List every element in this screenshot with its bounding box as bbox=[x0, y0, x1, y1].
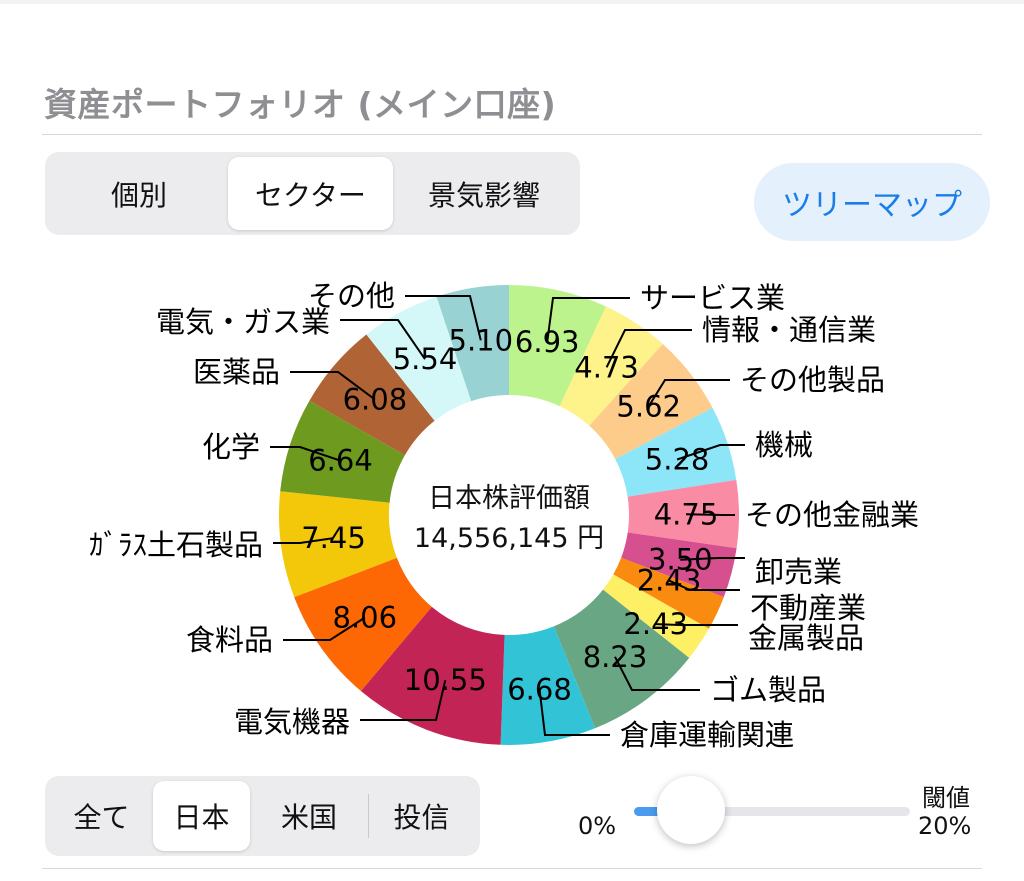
slice-6[interactable] bbox=[613, 557, 724, 629]
treemap-button[interactable]: ツリーマップ bbox=[754, 163, 990, 241]
leader-line-14 bbox=[290, 371, 376, 401]
view-segmented-control: 個別 セクター 景気影響 bbox=[45, 152, 580, 235]
leader-line-15 bbox=[340, 319, 426, 360]
slider-fill bbox=[634, 807, 672, 816]
threshold-slider-group: 0% 閾値 20% bbox=[578, 776, 988, 866]
slice-name-label: 不動産業 bbox=[750, 591, 866, 625]
leader-line-12 bbox=[273, 537, 334, 544]
slice-name-label: 化学 bbox=[202, 430, 260, 464]
slice-value-label: 7.45 bbox=[301, 521, 366, 555]
bottom-divider bbox=[42, 868, 982, 869]
segment-separator bbox=[368, 794, 369, 838]
slice-name-label: 卸売業 bbox=[755, 555, 842, 589]
slice-name-label: 電気・ガス業 bbox=[156, 305, 330, 339]
leader-line-0 bbox=[546, 297, 630, 343]
slice-name-label: その他製品 bbox=[740, 363, 885, 397]
leader-line-6 bbox=[668, 579, 740, 591]
slice-14[interactable] bbox=[309, 334, 435, 456]
leader-line-1 bbox=[605, 329, 692, 368]
leader-line-7 bbox=[655, 623, 738, 626]
slice-12[interactable] bbox=[278, 491, 397, 598]
slice-5[interactable] bbox=[621, 532, 737, 598]
slice-15[interactable] bbox=[366, 296, 472, 421]
slice-10[interactable] bbox=[360, 606, 505, 745]
slice-value-label: 5.62 bbox=[616, 389, 681, 423]
tab-individual[interactable]: 個別 bbox=[110, 178, 167, 212]
slice-11[interactable] bbox=[294, 557, 432, 691]
leader-line-10 bbox=[360, 679, 447, 721]
slice-value-label: 6.64 bbox=[308, 444, 373, 478]
slice-9[interactable] bbox=[500, 626, 595, 745]
sector-donut-chart: 6.93 サービス業 4.73 情報・通信業 5.62 その他製品 5.28 機械 4.75 その… bbox=[89, 279, 919, 752]
top-bar bbox=[0, 0, 1024, 4]
slice-name-label: 金属製品 bbox=[748, 621, 864, 655]
slice-name-label: 情報・通信業 bbox=[702, 313, 876, 347]
center-value: 14,556,145 円 bbox=[414, 523, 604, 554]
leader-line-11 bbox=[283, 616, 366, 641]
slice-value-label: 5.10 bbox=[449, 323, 514, 357]
leader-line-8 bbox=[614, 656, 700, 691]
slice-name-label: その他金融業 bbox=[745, 498, 919, 532]
leader-line-2 bbox=[647, 379, 730, 407]
slice-name-label: 倉庫運輸関連 bbox=[620, 718, 794, 752]
slice-name-label: 機械 bbox=[755, 428, 813, 462]
slice-value-label: 6.93 bbox=[515, 325, 580, 359]
leader-line-13 bbox=[270, 446, 341, 462]
tab-us[interactable]: 米国 bbox=[280, 801, 337, 834]
slice-value-label: 6.68 bbox=[507, 672, 572, 706]
slice-16[interactable] bbox=[436, 285, 509, 402]
slice-3[interactable] bbox=[615, 407, 737, 497]
slice-4[interactable] bbox=[627, 479, 740, 549]
slice-value-label: 4.73 bbox=[574, 350, 639, 384]
donut-hole bbox=[403, 409, 615, 621]
tab-economic-impact[interactable]: 景気影響 bbox=[427, 178, 540, 212]
slider-max-label: 20% bbox=[918, 812, 972, 840]
slice-name-label: ｶﾞﾗｽ土石製品 bbox=[89, 528, 263, 562]
slice-8[interactable] bbox=[553, 589, 690, 729]
slider-knob[interactable] bbox=[657, 776, 725, 844]
slice-value-label: 2.43 bbox=[623, 607, 688, 641]
slice-name-label: その他 bbox=[308, 279, 395, 313]
slice-13[interactable] bbox=[280, 400, 405, 503]
slice-value-label: 8.06 bbox=[333, 601, 398, 635]
leader-line-5 bbox=[680, 557, 745, 561]
tab-funds[interactable]: 投信 bbox=[393, 801, 450, 834]
slice-name-label: サービス業 bbox=[640, 281, 785, 315]
slice-value-label: 3.50 bbox=[648, 543, 713, 577]
slice-value-label: 4.75 bbox=[654, 497, 719, 531]
slice-name-label: 医薬品 bbox=[193, 355, 280, 389]
slice-value-label: 10.55 bbox=[404, 663, 487, 697]
leader-line-9 bbox=[538, 689, 610, 736]
tab-sector[interactable]: セクター bbox=[228, 157, 393, 230]
slice-value-label: 6.08 bbox=[343, 383, 408, 417]
leader-line-4 bbox=[685, 513, 735, 516]
center-title: 日本株評価額 bbox=[428, 483, 590, 514]
slice-value-label: 2.43 bbox=[637, 564, 702, 598]
slider-track[interactable] bbox=[634, 807, 910, 816]
tab-all[interactable]: 全て bbox=[73, 801, 130, 834]
title-divider bbox=[42, 134, 982, 135]
threshold-label: 閾値 bbox=[922, 784, 970, 812]
slice-name-label: 食料品 bbox=[186, 623, 273, 657]
slice-name-label: ゴム製品 bbox=[710, 673, 826, 707]
slice-value-label: 5.54 bbox=[393, 342, 458, 376]
leader-line-16 bbox=[405, 295, 482, 341]
slice-value-label: 5.28 bbox=[645, 443, 710, 477]
slice-0[interactable] bbox=[509, 285, 606, 407]
page-title: 資産ポートフォリオ (メイン口座) bbox=[44, 85, 557, 124]
slider-min-label: 0% bbox=[578, 812, 617, 840]
slice-value-label: 8.23 bbox=[583, 640, 648, 674]
slice-7[interactable] bbox=[603, 574, 709, 658]
slice-1[interactable] bbox=[559, 306, 663, 426]
tab-japan[interactable]: 日本 bbox=[153, 781, 250, 851]
market-segmented-control: 全て 日本 米国 投信 bbox=[45, 776, 480, 856]
slice-name-label: 電気機器 bbox=[234, 705, 350, 739]
leader-line-3 bbox=[676, 444, 745, 461]
